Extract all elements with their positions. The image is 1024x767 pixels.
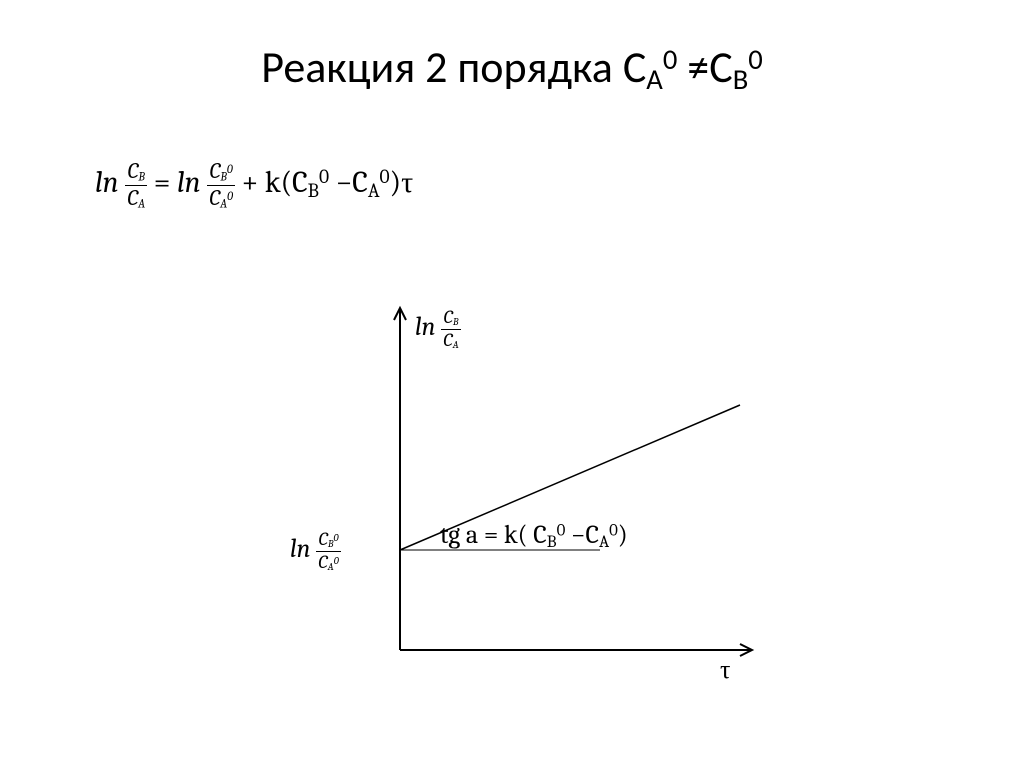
eq-ln1: ln	[95, 165, 119, 200]
eq-equals: =	[154, 165, 177, 200]
x-axis-label: τ	[720, 655, 730, 685]
equation: ln CB CA = ln CB0 CA0 + k(CB0 −CA0)τ	[95, 160, 413, 210]
slide-title: Реакция 2 порядка CA0 ≠CB0	[0, 40, 1024, 97]
slope-label: tg a = k( CB0 −CA0)	[440, 520, 628, 552]
chart: ln CB CA ln CB0 CA0 tg a = k( CB0 −CA0) …	[280, 290, 780, 690]
y-intercept-label: ln CB0 CA0	[290, 530, 341, 572]
eq-plus-k: + k(	[242, 165, 292, 200]
eq-minus: −	[329, 165, 352, 200]
slide: Реакция 2 порядка CA0 ≠CB0 ln CB CA = ln…	[0, 0, 1024, 767]
title-cb: CB0	[709, 40, 763, 94]
eq-ln2: ln	[177, 165, 201, 200]
title-ca: CA0	[623, 40, 678, 94]
eq-frac2: CB0 CA0	[207, 160, 235, 210]
title-neq: ≠	[677, 40, 709, 94]
chart-svg	[280, 290, 780, 690]
eq-frac1: CB CA	[125, 160, 147, 210]
title-text-prefix: Реакция 2 порядка	[261, 40, 623, 94]
eq-ca0: CA0	[352, 165, 389, 200]
y-axis-label: ln CB CA	[415, 308, 461, 350]
eq-close-tau: )τ	[390, 165, 414, 200]
eq-cb0: CB0	[292, 165, 329, 200]
